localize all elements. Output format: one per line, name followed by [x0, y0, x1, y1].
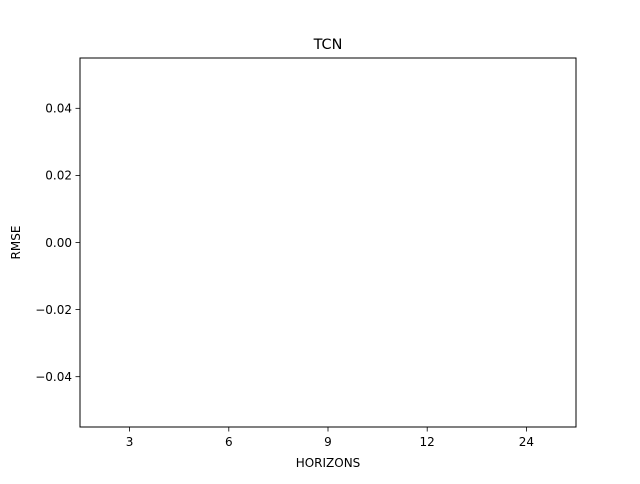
plot-frame — [79, 57, 577, 428]
x-tick-label: 24 — [519, 435, 534, 449]
x-tick-label: 9 — [324, 435, 332, 449]
plot-area — [79, 57, 577, 428]
x-axis-label: HORIZONS — [296, 456, 361, 470]
x-tick-label: 6 — [225, 435, 233, 449]
y-tick-label: 0.00 — [45, 236, 72, 250]
x-tick-label: 3 — [126, 435, 134, 449]
y-axis-label: RMSE — [9, 226, 23, 260]
x-axis-ticks: 3 6 9 12 24 — [126, 427, 534, 449]
y-tick-label: −0.04 — [35, 370, 72, 384]
y-tick-label: −0.02 — [35, 303, 72, 317]
y-tick-label: 0.04 — [45, 102, 72, 116]
chart-title: TCN — [313, 37, 343, 53]
x-tick-label: 12 — [420, 435, 435, 449]
y-tick-label: 0.02 — [45, 169, 72, 183]
y-axis-ticks: −0.04 −0.02 0.00 0.02 0.04 — [35, 102, 80, 384]
